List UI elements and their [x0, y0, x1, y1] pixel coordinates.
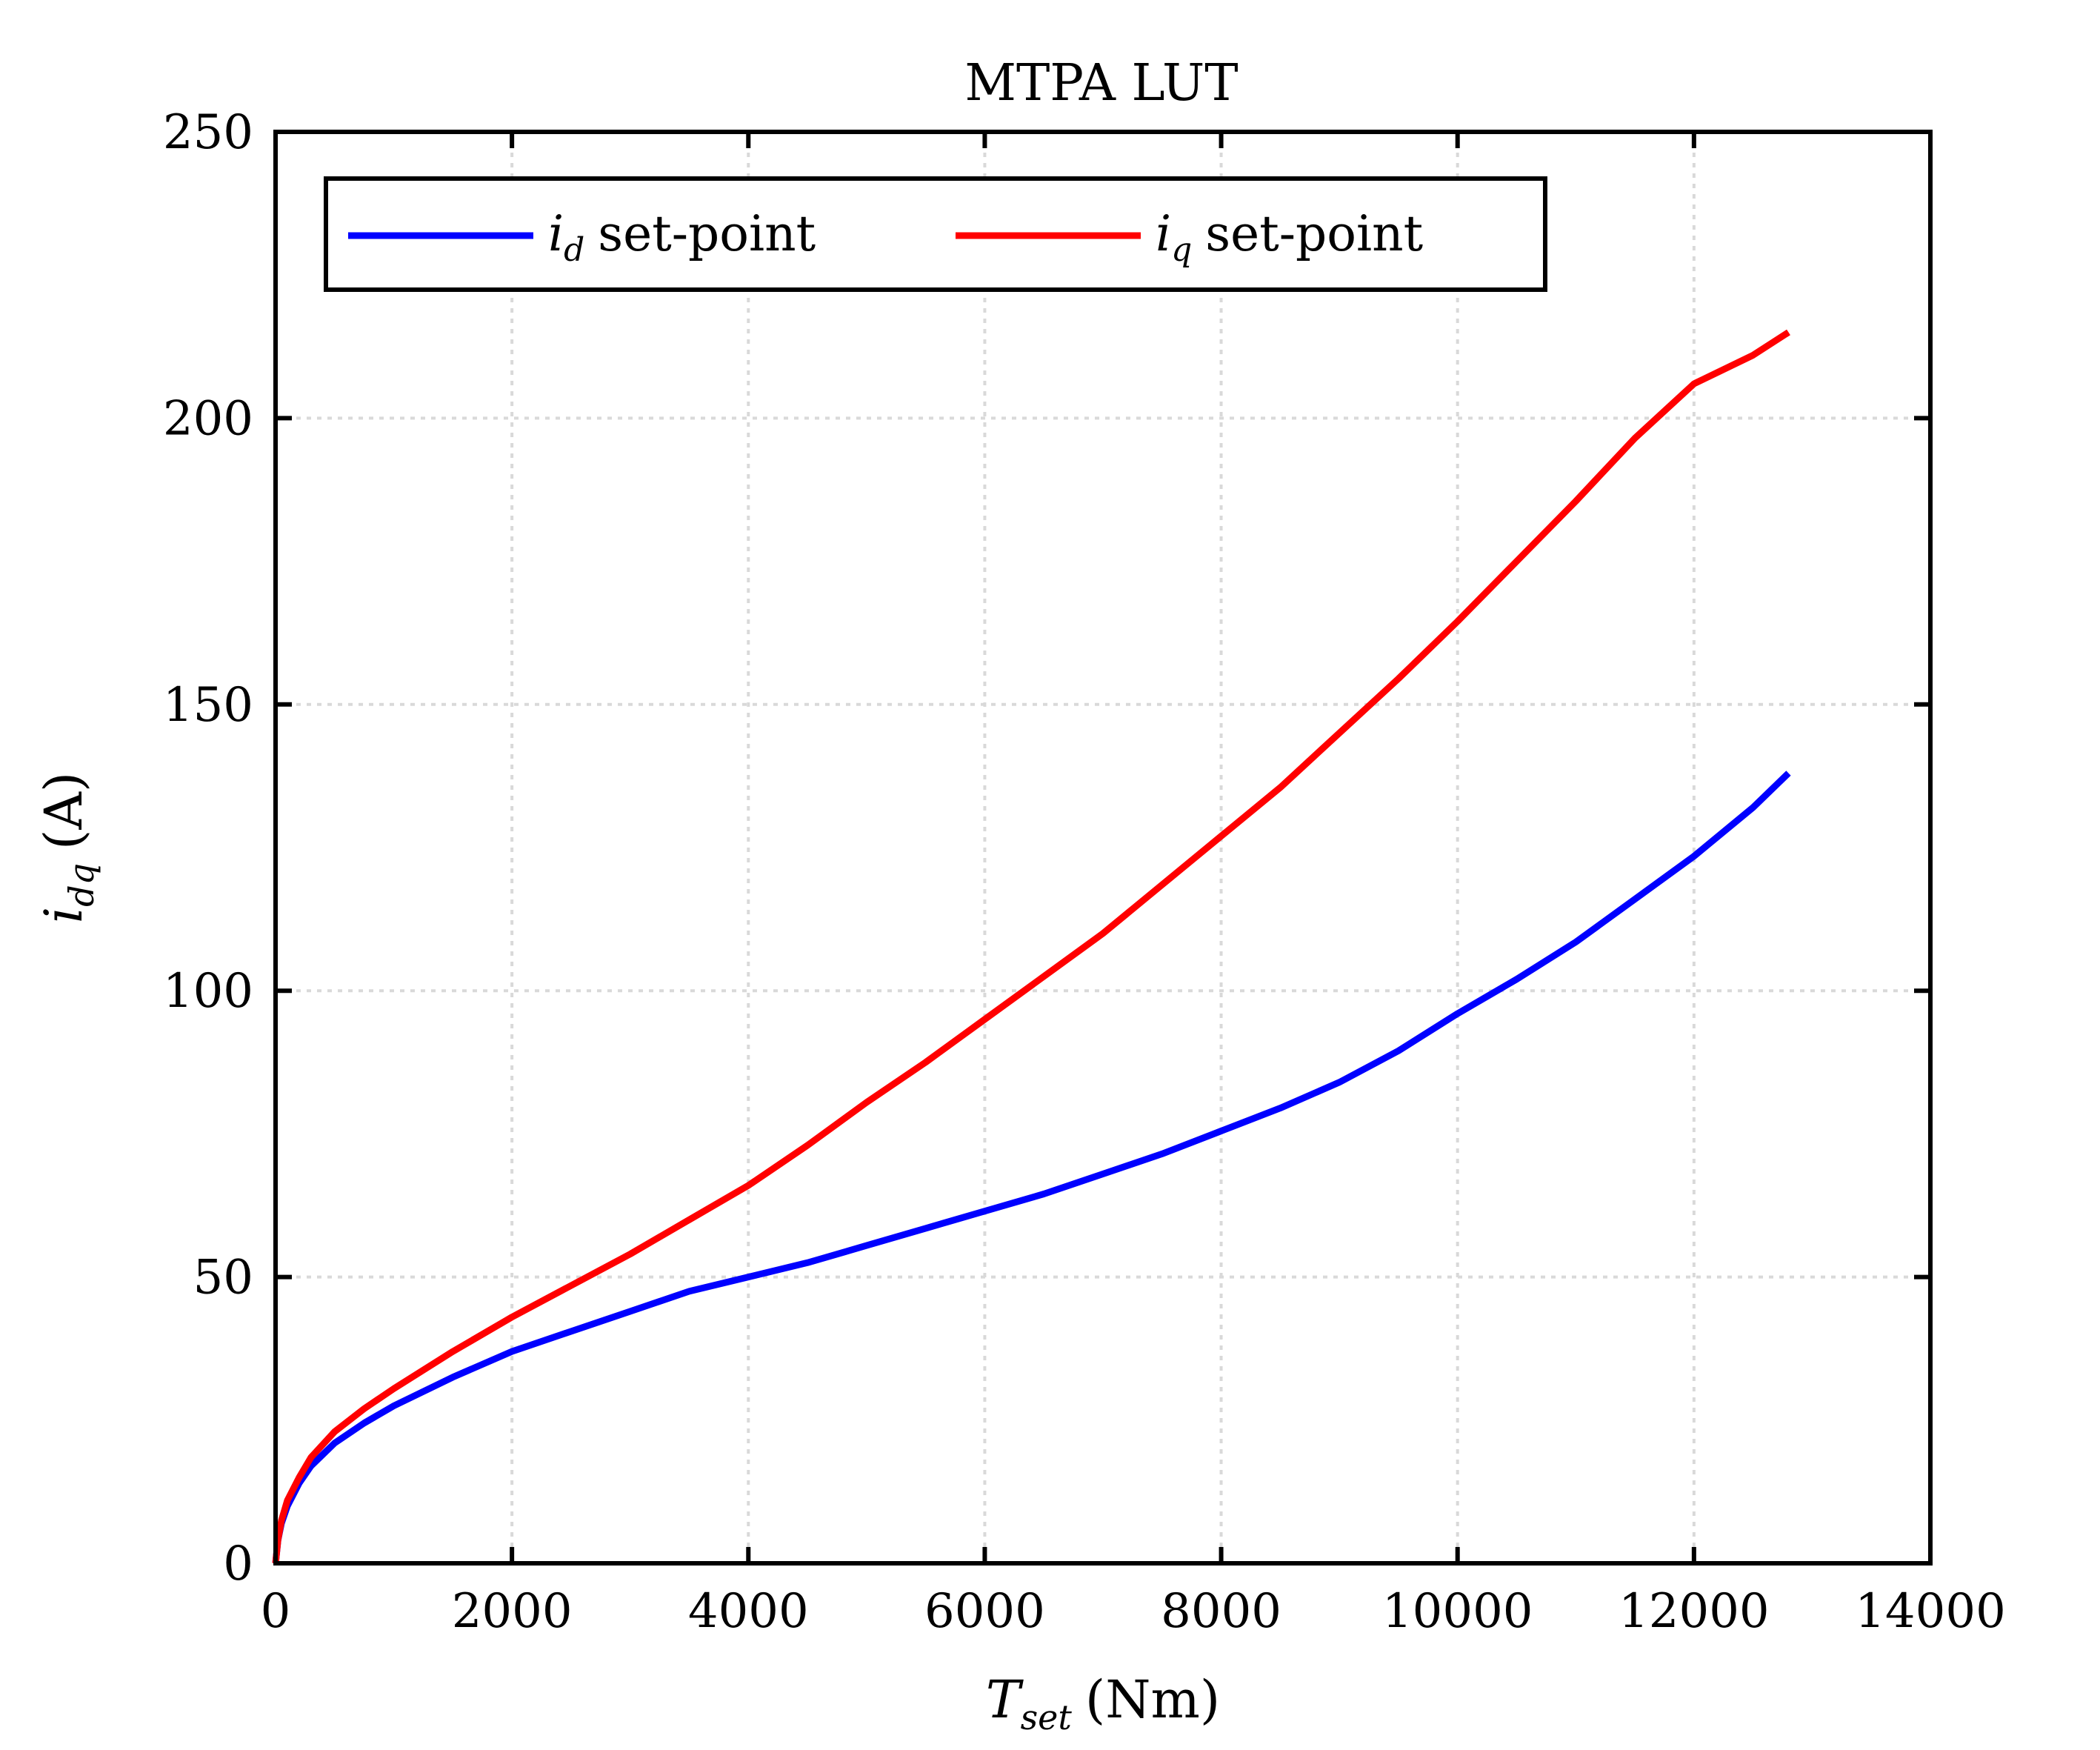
x-tick-label: 14000 [1855, 1584, 2006, 1639]
x-tick-labels: 0 2000 4000 6000 8000 10000 12000 14000 [261, 1584, 2006, 1639]
y-axis-label-main: i [33, 907, 94, 923]
x-tick-label: 10000 [1382, 1584, 1533, 1639]
legend-label-id: id set-point [548, 205, 816, 269]
series-line-id [272, 771, 1791, 1564]
plot-area-frame [273, 130, 1933, 1566]
series-lines [272, 329, 1791, 1564]
y-axis-label: idq (A) [33, 772, 101, 923]
x-tick-label: 2000 [452, 1584, 573, 1639]
legend: id set-point iq set-point [324, 176, 1547, 292]
legend-label-iq-sub: q [1171, 231, 1192, 269]
x-tick-label: 6000 [924, 1584, 1045, 1639]
x-tick-label: 4000 [688, 1584, 809, 1639]
x-tick-label: 8000 [1161, 1584, 1281, 1639]
y-axis-label-unit: (A) [33, 772, 94, 850]
y-tick-label: 0 [223, 1537, 253, 1591]
legend-label-id-sub: d [564, 231, 584, 269]
legend-label-id-text: set-point [598, 205, 816, 262]
y-tick-label: 100 [163, 964, 253, 1019]
x-axis-label-sub: set [1021, 1697, 1073, 1737]
y-tick-label: 150 [163, 678, 253, 733]
x-axis-label-main: T [986, 1669, 1024, 1730]
legend-label-id-main: i [548, 205, 564, 262]
x-axis-label-unit: (Nm) [1085, 1669, 1220, 1730]
x-axis-label: Tset (Nm) [986, 1669, 1220, 1737]
y-tick-label: 200 [163, 391, 253, 446]
chart-title: MTPA LUT [964, 54, 1238, 113]
y-tick-labels: 0 50 100 150 200 250 [163, 105, 253, 1591]
x-tick-label: 12000 [1619, 1584, 1770, 1639]
y-tick-label: 50 [193, 1251, 253, 1305]
legend-label-iq: iq set-point [1156, 205, 1423, 269]
y-axis-label-sub: dq [61, 863, 101, 907]
legend-label-iq-text: set-point [1205, 205, 1423, 262]
y-tick-label: 250 [163, 105, 253, 160]
series-line-iq [272, 329, 1790, 1564]
grid [276, 132, 1930, 1563]
legend-label-iq-main: i [1156, 205, 1171, 262]
x-tick-label: 0 [261, 1584, 291, 1639]
axis-ticks [273, 130, 1933, 1566]
